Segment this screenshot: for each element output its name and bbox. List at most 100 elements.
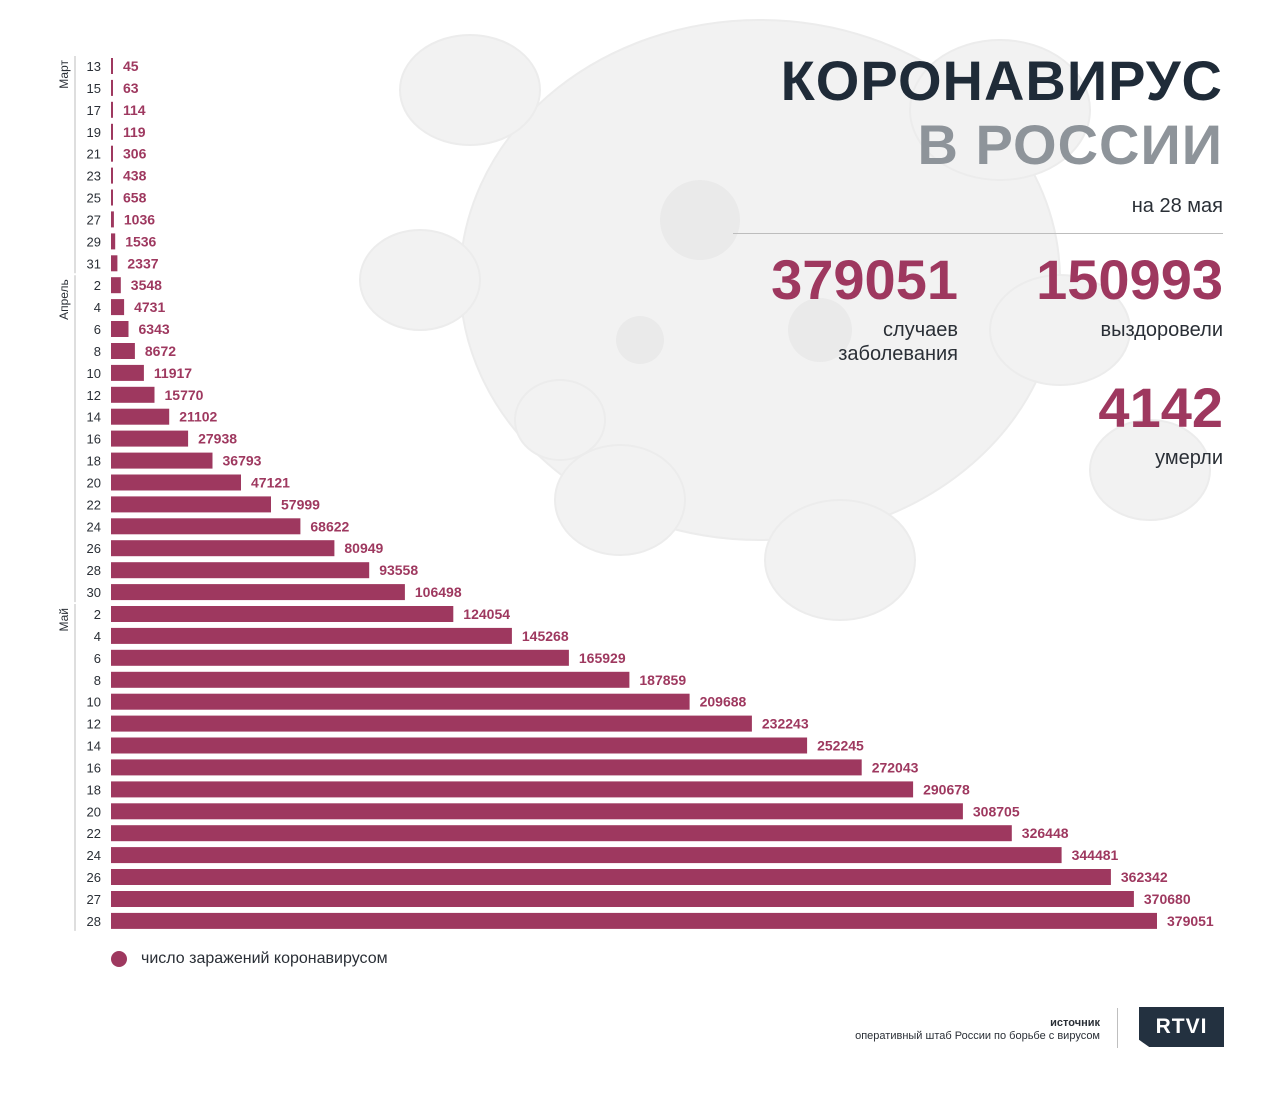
legend: число заражений коронавирусом: [111, 950, 388, 968]
bar: [111, 649, 569, 666]
bar: [111, 167, 113, 184]
source-separator: [1117, 1008, 1118, 1048]
date-tick-labels: 1315171921232527293124681012141618202224…: [87, 59, 101, 929]
bar: [111, 101, 113, 118]
bar: [111, 474, 241, 491]
date-tick-label: 27: [87, 212, 101, 227]
bar: [111, 321, 129, 337]
date-tick-label: 29: [87, 234, 101, 249]
title-line-1: КОРОНАВИРУС: [780, 49, 1223, 112]
date-tick-label: 28: [87, 563, 101, 578]
date-tick-label: 10: [87, 366, 101, 381]
bar: [111, 847, 1062, 864]
value-label: 165929: [579, 650, 626, 666]
month-label: Май: [57, 608, 71, 632]
bar: [111, 430, 189, 447]
date-tick-label: 26: [87, 870, 101, 885]
bar: [111, 145, 113, 162]
value-label: 326448: [1022, 825, 1069, 841]
value-label: 15770: [165, 387, 204, 403]
value-label: 68622: [310, 518, 349, 534]
value-label: 63: [123, 80, 139, 96]
cases-label: случаев заболевания: [838, 318, 958, 366]
date-tick-label: 28: [87, 914, 101, 929]
bar: [111, 891, 1134, 907]
bar: [111, 825, 1012, 842]
value-label: 119: [123, 124, 146, 140]
bar: [111, 343, 135, 359]
value-label: 379051: [1167, 913, 1214, 929]
source-text: оперативный штаб России по борьбе с виру…: [855, 1030, 1100, 1042]
bar: [111, 452, 213, 469]
value-label: 124054: [463, 606, 510, 622]
header-divider: [733, 233, 1223, 234]
date-tick-label: 8: [94, 673, 101, 688]
rtvi-logo: RTVI: [1139, 1007, 1224, 1047]
date-tick-label: 21: [87, 147, 101, 162]
value-label: 362342: [1121, 869, 1168, 885]
title-line-2: В РОССИИ: [917, 113, 1223, 176]
value-label: 27938: [198, 431, 237, 447]
source-block: источник оперативный штаб России по борь…: [855, 1017, 1100, 1043]
date-tick-label: 30: [87, 585, 101, 600]
bar: [111, 715, 752, 732]
bar: [111, 869, 1111, 885]
value-label: 370680: [1144, 891, 1191, 907]
date-tick-label: 16: [87, 432, 101, 447]
date-tick-label: 13: [87, 59, 101, 74]
bar: [111, 58, 113, 74]
value-label: 106498: [415, 584, 462, 600]
date-tick-label: 15: [87, 81, 101, 96]
date-tick-label: 27: [87, 892, 101, 907]
value-label: 306: [123, 146, 147, 162]
bar: [111, 737, 808, 754]
value-label: 93558: [379, 562, 418, 578]
date-tick-label: 4: [94, 300, 101, 315]
value-label: 344481: [1072, 847, 1119, 863]
bar: [111, 496, 271, 513]
value-label: 80949: [344, 540, 383, 556]
value-label: 11917: [154, 365, 192, 381]
value-label: 1036: [124, 211, 155, 227]
date-tick-label: 31: [87, 256, 101, 271]
value-label: 290678: [923, 781, 970, 797]
value-label: 209688: [700, 694, 747, 710]
bar: [111, 606, 454, 622]
bar: [111, 299, 125, 316]
value-label: 2337: [127, 255, 158, 271]
bar: [111, 79, 113, 96]
cases-label-line-2: заболевания: [838, 343, 958, 365]
date-tick-label: 22: [87, 826, 101, 841]
value-label: 272043: [872, 759, 919, 775]
date-tick-label: 14: [87, 739, 101, 754]
date-tick-label: 4: [94, 629, 101, 644]
value-label: 114: [123, 102, 146, 118]
bar: [111, 233, 116, 250]
date-tick-label: 18: [87, 782, 101, 797]
deaths-label: умерли: [1155, 447, 1223, 469]
recovered-value: 150993: [1036, 248, 1223, 311]
cases-label-line-1: случаев: [883, 319, 958, 341]
value-label: 1536: [125, 233, 156, 249]
value-label: 57999: [281, 496, 320, 512]
value-label: 3548: [131, 277, 162, 293]
date-tick-label: 10: [87, 695, 101, 710]
bar: [111, 562, 370, 579]
date-tick-label: 25: [87, 191, 101, 206]
date-tick-label: 2: [94, 278, 101, 293]
value-label: 45: [123, 58, 139, 74]
source-title: источник: [1050, 1017, 1100, 1029]
value-label: 8672: [145, 343, 176, 359]
bar: [111, 211, 114, 228]
legend-label: число заражений коронавирусом: [141, 950, 388, 967]
date-tick-label: 14: [87, 410, 101, 425]
value-labels: 45 63 114 119 306 438 658 1036 1536 2337 3548 4731 6…: [123, 58, 1214, 929]
value-label: 36793: [223, 453, 262, 469]
bar: [111, 277, 121, 294]
bar: [111, 803, 963, 820]
deaths-value: 4142: [1098, 376, 1223, 439]
date-tick-label: 8: [94, 344, 101, 359]
value-label: 232243: [762, 716, 809, 732]
